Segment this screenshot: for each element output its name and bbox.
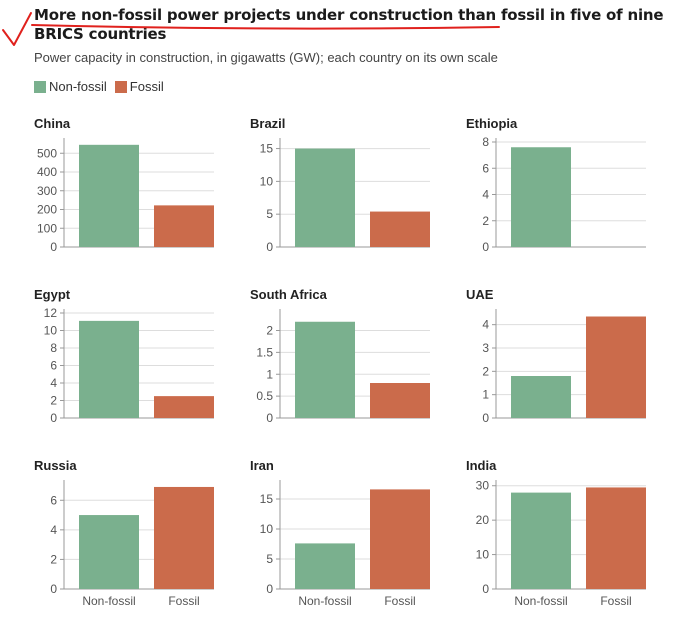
legend-label-fossil: Fossil — [129, 79, 164, 94]
y-tick-label: 400 — [37, 165, 57, 179]
y-tick-label: 5 — [266, 552, 273, 566]
chart-title-india: India — [466, 458, 497, 473]
y-tick-label: 10 — [260, 174, 274, 188]
y-tick-label: 0 — [482, 240, 489, 254]
bar-non-fossil-russia — [79, 515, 139, 589]
bar-non-fossil-uae — [511, 376, 571, 418]
y-tick-label: 8 — [50, 341, 57, 355]
y-tick-label: 6 — [50, 359, 57, 373]
legend-swatch-fossil — [114, 80, 127, 93]
y-tick-label: 0 — [266, 240, 273, 254]
y-tick-label: 0 — [50, 582, 57, 596]
bar-fossil-russia — [154, 486, 214, 589]
x-tick-label-fossil: Fossil — [168, 594, 199, 608]
bar-fossil-south-africa — [370, 383, 430, 418]
bar-fossil-brazil — [370, 211, 430, 247]
y-tick-label: 4 — [482, 188, 489, 202]
chart-india: India 0 10 20 30 Non-fossil Fossil — [466, 458, 646, 608]
chart-title-south-africa: South Africa — [250, 287, 328, 302]
bar-non-fossil-ethiopia — [511, 147, 571, 247]
bar-non-fossil-iran — [295, 543, 355, 589]
chart-title-russia: Russia — [34, 458, 77, 473]
chart-title-ethiopia: Ethiopia — [466, 116, 518, 131]
y-tick-label: 6 — [50, 493, 57, 507]
chart-south-africa: South Africa 0 0.5 1 1.5 2 — [250, 287, 430, 425]
y-tick-label: 2 — [50, 394, 57, 408]
chart-brazil: Brazil 0 5 10 15 — [250, 116, 430, 254]
bar-fossil-uae — [586, 316, 646, 418]
bar-fossil-india — [586, 487, 646, 589]
y-tick-label: 0 — [50, 240, 57, 254]
legend-label-non-fossil: Non-fossil — [49, 79, 107, 94]
bar-non-fossil-china — [79, 144, 139, 247]
y-tick-label: 2 — [482, 364, 489, 378]
y-tick-label: 4 — [50, 523, 57, 537]
chart-title-egypt: Egypt — [34, 287, 71, 302]
y-tick-label: 1.5 — [256, 345, 273, 359]
y-tick-label: 15 — [260, 492, 274, 506]
y-tick-label: 10 — [44, 324, 58, 338]
y-tick-label: 500 — [37, 146, 57, 160]
chart-ethiopia: Ethiopia 0 2 4 6 8 — [466, 116, 646, 254]
bar-fossil-iran — [370, 489, 430, 589]
y-tick-label: 0.5 — [256, 389, 273, 403]
legend-item-non-fossil: Non-fossil — [34, 79, 107, 94]
y-tick-label: 30 — [476, 479, 490, 493]
bar-fossil-china — [154, 205, 214, 247]
y-tick-label: 0 — [266, 582, 273, 596]
y-tick-label: 1 — [266, 367, 273, 381]
legend-swatch-non-fossil — [34, 80, 46, 93]
chart-uae: UAE 0 1 2 3 4 — [466, 287, 646, 425]
chart-china: China 0 100 200 300 400 500 — [34, 116, 214, 254]
chart-iran: Iran 0 5 10 15 Non-fossil Fossil — [250, 458, 430, 608]
y-tick-label: 6 — [482, 161, 489, 175]
legend-item-fossil: Fossil — [114, 79, 164, 94]
y-tick-label: 0 — [50, 411, 57, 425]
y-tick-label: 15 — [260, 142, 274, 156]
x-tick-label-non-fossil: Non-fossil — [514, 594, 567, 608]
y-tick-label: 4 — [50, 376, 57, 390]
chart-russia: Russia 0 2 4 6 Non-fossil Fossil — [34, 458, 214, 608]
y-tick-label: 300 — [37, 184, 57, 198]
y-tick-label: 0 — [482, 411, 489, 425]
bar-non-fossil-egypt — [79, 320, 139, 418]
chart-title-china: China — [34, 116, 71, 131]
x-tick-label-non-fossil: Non-fossil — [82, 594, 135, 608]
x-tick-label-non-fossil: Non-fossil — [298, 594, 351, 608]
y-tick-label: 4 — [482, 318, 489, 332]
bar-fossil-egypt — [154, 396, 214, 418]
legend: Non-fossil Fossil — [34, 79, 164, 94]
chart-title-brazil: Brazil — [250, 116, 285, 131]
y-tick-label: 20 — [476, 513, 490, 527]
y-tick-label: 2 — [266, 324, 273, 338]
bar-non-fossil-brazil — [295, 148, 355, 247]
bar-non-fossil-south-africa — [295, 321, 355, 418]
y-tick-label: 0 — [266, 411, 273, 425]
y-tick-label: 0 — [482, 582, 489, 596]
x-tick-label-fossil: Fossil — [384, 594, 415, 608]
y-tick-label: 200 — [37, 203, 57, 217]
y-tick-label: 8 — [482, 135, 489, 149]
y-tick-label: 5 — [266, 207, 273, 221]
y-tick-label: 1 — [482, 388, 489, 402]
chart-egypt: Egypt 0 2 4 6 8 10 12 — [34, 287, 214, 425]
chart-subtitle: Power capacity in construction, in gigaw… — [34, 50, 498, 65]
chart-header: More non-fossil power projects under con… — [34, 6, 674, 65]
y-tick-label: 10 — [260, 522, 274, 536]
y-tick-label: 2 — [482, 214, 489, 228]
y-tick-label: 10 — [476, 548, 490, 562]
bar-non-fossil-india — [511, 492, 571, 589]
y-tick-label: 2 — [50, 552, 57, 566]
chart-title-uae: UAE — [466, 287, 494, 302]
y-tick-label: 3 — [482, 341, 489, 355]
y-tick-label: 100 — [37, 221, 57, 235]
chart-title: More non-fossil power projects under con… — [34, 6, 664, 43]
x-tick-label-fossil: Fossil — [600, 594, 631, 608]
chart-title-iran: Iran — [250, 458, 274, 473]
y-tick-label: 12 — [44, 306, 58, 320]
